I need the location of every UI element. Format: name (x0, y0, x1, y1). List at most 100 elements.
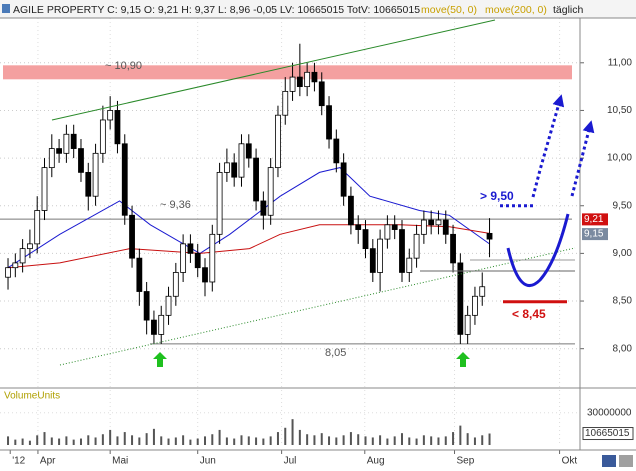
volume-bar (422, 435, 425, 445)
candle-body (450, 233, 456, 264)
candle-body (209, 233, 216, 283)
candle-body (282, 90, 289, 116)
x-tick-label: Jun (200, 456, 216, 467)
candle-body (92, 152, 99, 197)
y-tick-label: 8,00 (613, 343, 633, 354)
volume-tag (582, 427, 634, 441)
volume-bar (28, 440, 31, 445)
candle-body (12, 262, 19, 269)
x-tick-label: Apr (40, 456, 56, 467)
volume-bar (109, 429, 112, 445)
volume-bar (87, 435, 90, 445)
price-tag (582, 213, 608, 226)
candle-body (275, 114, 281, 169)
volume-bar (364, 436, 367, 445)
volume-bar (145, 433, 148, 445)
candle-body (326, 105, 332, 140)
volume-bar (371, 437, 374, 445)
candle-body (107, 110, 114, 121)
candle-body (238, 143, 245, 178)
volume-bar (182, 435, 185, 445)
x-tick-label: Aug (367, 456, 385, 467)
trend-line (51, 19, 496, 121)
volume-bar (218, 429, 221, 445)
level-label: ~ 10,90 (105, 60, 142, 72)
volume-bar (444, 436, 447, 445)
candle-body (202, 267, 208, 283)
candle-body (85, 171, 92, 197)
candle-body (362, 229, 369, 250)
volume-bar (160, 436, 163, 445)
price-tag-label: 9,15 (584, 229, 604, 240)
volume-bar (255, 437, 258, 445)
candle-body (129, 214, 135, 259)
volume-bar (138, 437, 141, 445)
candle-body (399, 229, 405, 273)
annotation: < 8,45 (512, 307, 546, 321)
level-label: ~ 9,36 (160, 199, 191, 211)
y-tick-label: 9,50 (613, 200, 633, 211)
logo-icon (602, 455, 616, 467)
candle-body (486, 232, 493, 240)
header-bar (0, 0, 636, 18)
candle-body (369, 248, 376, 273)
candle-body (377, 238, 384, 273)
volume-bar (342, 435, 345, 445)
candle-body (413, 233, 420, 259)
forecast-arrow (570, 120, 595, 197)
volume-bar (393, 436, 396, 445)
annotation: > 9,50 (480, 189, 514, 203)
volume-bar (7, 436, 10, 445)
candle-body (158, 314, 165, 335)
volume-bar (204, 436, 207, 445)
volume-bar (328, 436, 331, 445)
x-tick-label: Okt (562, 456, 578, 467)
candle-body (391, 224, 398, 230)
forecast-arrow (506, 213, 570, 287)
candle-body (289, 76, 296, 92)
candle-body (464, 314, 471, 335)
volume-bar (415, 438, 418, 445)
volume-bar (298, 429, 301, 445)
candle-body (216, 171, 223, 235)
resistance-band (3, 65, 572, 80)
volume-bar (320, 433, 323, 445)
logo-icon (619, 455, 633, 467)
candle-body (231, 162, 238, 178)
candle-body (223, 162, 230, 173)
buy-arrow (456, 352, 470, 367)
volume-tag-label: 10665015 (585, 428, 630, 439)
price-tag (582, 228, 608, 241)
volume-bar (400, 433, 403, 445)
x-tick-label: Mai (112, 456, 128, 467)
candle-body (70, 133, 77, 149)
candle-body (187, 243, 194, 254)
candle-body (121, 143, 128, 216)
volume-bar (189, 439, 192, 445)
candle-body (194, 252, 201, 269)
volume-title: VolumeUnits (4, 391, 60, 402)
candle-body (136, 257, 143, 292)
legend-entry[interactable]: move(200, 0) (485, 4, 547, 16)
trend-line (59, 247, 576, 366)
candle-body (442, 219, 449, 235)
volume-bar (473, 437, 476, 445)
candle-body (333, 138, 340, 164)
price-tag-label: 9,21 (584, 214, 604, 225)
y-tick-label: 8,50 (613, 296, 633, 307)
candle-body (34, 210, 41, 245)
candle-body (48, 148, 55, 169)
period[interactable]: täglich (553, 4, 584, 16)
header-title: AGILE PROPERTY C: 9,15 O: 9,21 H: 9,37 L… (13, 4, 420, 16)
legend-entry[interactable]: move(50, 0) (421, 4, 477, 16)
candle-body (143, 291, 150, 321)
header: AGILE PROPERTY C: 9,15 O: 9,21 H: 9,37 L… (13, 4, 584, 16)
candle-body (260, 200, 267, 216)
volume-bar (466, 433, 469, 445)
candle-body (180, 243, 187, 273)
volume-bar (43, 432, 46, 445)
volume-bar (269, 436, 272, 445)
volume-bar (488, 433, 491, 445)
candle-body (355, 224, 362, 230)
